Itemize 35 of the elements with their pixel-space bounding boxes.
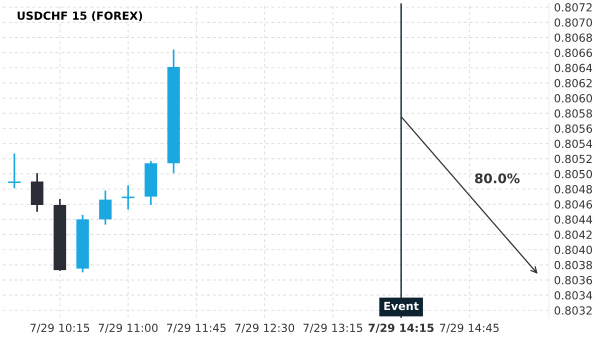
y-tick-label: 0.8064: [554, 64, 592, 72]
y-tick-label: 0.8068: [554, 33, 592, 42]
y-tick-label: 0.8050: [554, 170, 592, 178]
text: USDCHF 15 (FOREX): [18, 11, 142, 22]
x-tick-label: 7/29 11:00: [98, 324, 158, 333]
x-tick-label: 7/29 12:30: [235, 324, 294, 333]
y-tick-label: 0.8060: [554, 94, 592, 103]
y-tick-label: 0.8072: [554, 3, 592, 12]
candlestick: [30, 172, 44, 213]
y-tick-label: 0.8046: [554, 200, 592, 209]
ref-line-label: Event: [384, 302, 419, 310]
x-tick-label: 7/29 10:15: [30, 324, 90, 333]
y-tick-label: 0.8062: [554, 78, 592, 88]
x-tick-label: 7/29 14:15: [368, 324, 434, 333]
y-tick-label: 0.8066: [554, 48, 592, 58]
y-tick-label: 0.8032: [554, 306, 592, 315]
y-tick-label: 0.8036: [554, 276, 592, 284]
y-tick-label: 0.8070: [554, 18, 592, 27]
candlestick: [8, 152, 21, 190]
y-tick-label: 0.8034: [554, 291, 592, 300]
annotation: 80.0%: [475, 173, 520, 184]
y-tick-label: 0.8058: [554, 109, 592, 118]
y-tick-label: 0.8038: [554, 260, 592, 270]
y-tick-label: 0.8056: [554, 124, 592, 133]
y-tick-label: 0.8052: [554, 154, 592, 164]
y-tick-label: 0.8048: [554, 185, 592, 194]
y-tick-label: 0.8044: [554, 215, 592, 224]
y-tick-label: 0.8054: [554, 140, 592, 148]
x-tick-label: 7/29 14:45: [440, 324, 499, 333]
x-tick-label: 7/29 13:15: [304, 324, 362, 333]
y-tick-label: 0.8040: [554, 246, 592, 254]
x-tick-label: 7/29 11:45: [167, 324, 226, 333]
y-tick-label: 0.8042: [554, 230, 592, 239]
candlestick: [122, 184, 134, 210]
candlestick: [99, 190, 112, 226]
